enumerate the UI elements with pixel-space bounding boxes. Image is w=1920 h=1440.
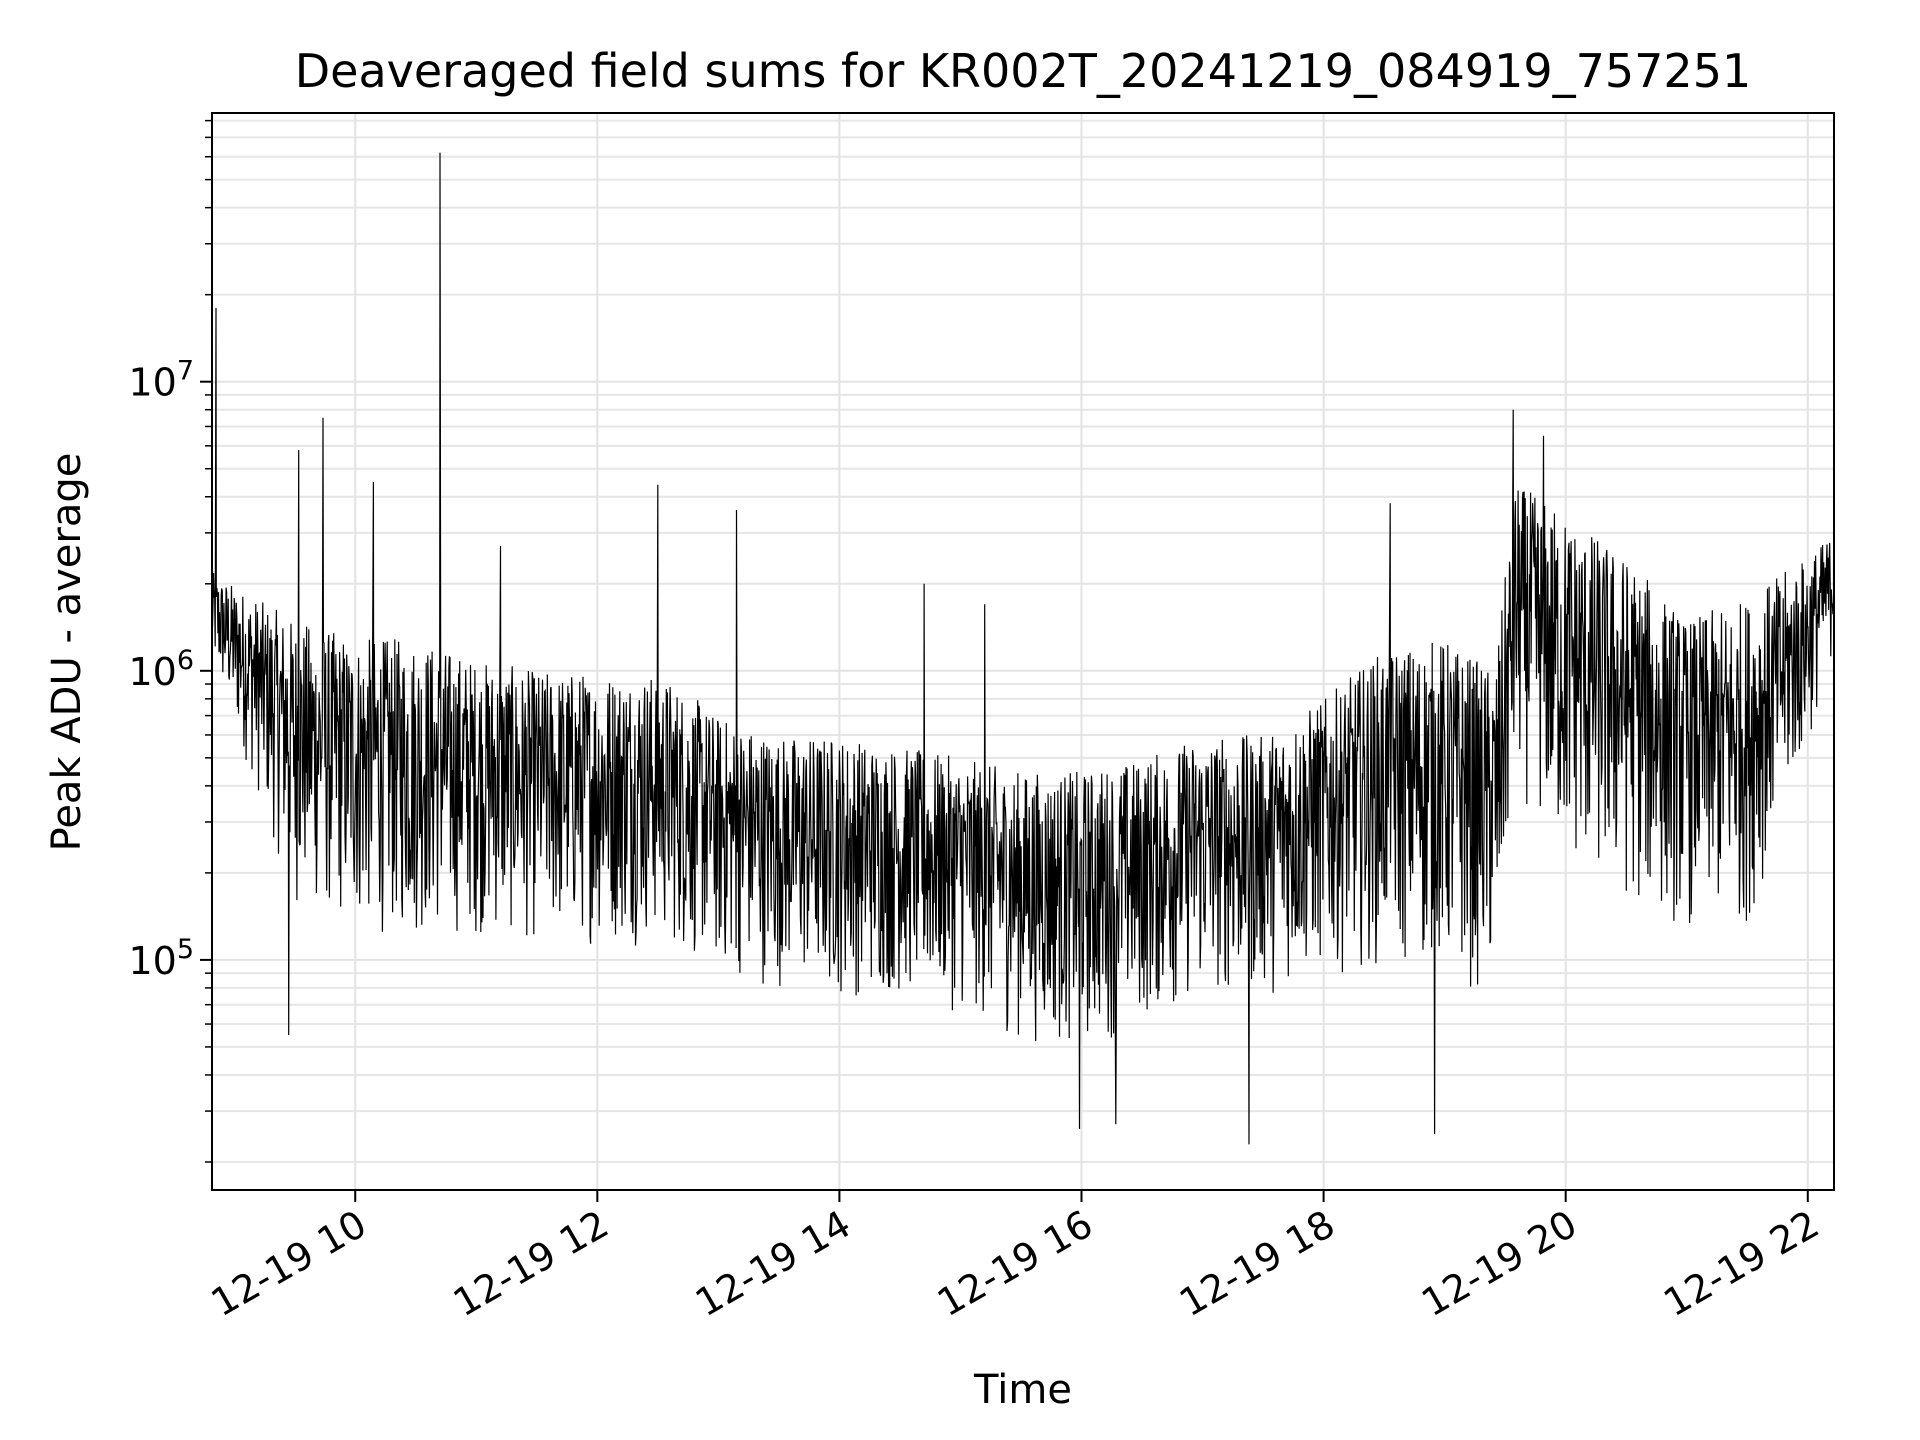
series-line [211, 152, 1835, 1145]
x-axis-label: Time [973, 1367, 1072, 1413]
y-tick-label: 105 [128, 934, 194, 983]
major-gridlines [212, 113, 1834, 1190]
y-tick-label: 106 [128, 645, 194, 694]
y-axis-label: Peak ADU - average [44, 453, 90, 852]
series-trace [211, 152, 1835, 1145]
chart-title: Deaveraged field sums for KR002T_2024121… [295, 44, 1751, 98]
y-tick-label: 107 [128, 356, 194, 405]
plot-frame [211, 112, 1835, 1191]
